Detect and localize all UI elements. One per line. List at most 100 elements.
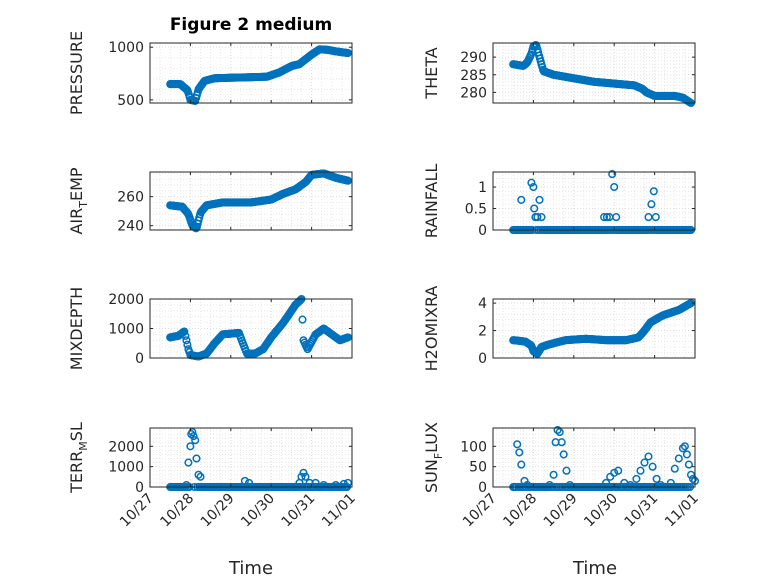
data-point: [517, 195, 526, 204]
data-point: [240, 476, 249, 485]
data-point: [186, 442, 195, 451]
figure-title: Figure 2 medium: [170, 15, 332, 35]
data-point: [600, 213, 609, 222]
y-tick-label: 0: [478, 351, 487, 367]
data-point: [666, 478, 675, 487]
y-tick-label: 2000: [108, 439, 144, 455]
x-tick-label: 10/28: [157, 491, 197, 531]
y-tick-label: 0.5: [465, 202, 487, 218]
y-axis-label: H2OMIXRA: [422, 286, 441, 372]
data-point: [180, 327, 189, 336]
y-tick-label: 2000: [108, 292, 144, 308]
axes-box: [149, 171, 353, 231]
data-point: [343, 48, 353, 58]
data-point: [606, 472, 615, 481]
axes-box: [149, 42, 353, 104]
data-point: [649, 187, 658, 196]
data-point: [612, 213, 621, 222]
y-axis-label: TERRMSL: [67, 422, 90, 494]
y-axis-label: RAINFALL: [422, 164, 441, 239]
y-tick-label: 0: [478, 480, 487, 496]
y-axis-label: THETA: [422, 47, 441, 99]
data-point: [602, 213, 611, 222]
x-tick-label: 10/29: [541, 491, 581, 531]
data-point: [184, 458, 193, 467]
subplot-sun-flux: 0 50 100 SUNFLUX 10/27 10/28 10/29 10/30 10/31 11…: [422, 422, 702, 530]
data-point: [647, 200, 656, 209]
x-axis-label-left: Time: [228, 558, 273, 579]
subplot-air-temp: 240 260 AIRTEMP: [67, 167, 353, 235]
data-point: [189, 432, 198, 441]
y-tick-label: 1000: [108, 322, 144, 338]
data-point: [182, 336, 191, 345]
data-point: [533, 213, 542, 222]
data-point: [183, 340, 192, 349]
data-point: [610, 182, 619, 192]
data-point: [688, 474, 698, 483]
data-point: [644, 452, 653, 461]
y-tick-label: 100: [460, 439, 487, 455]
y-tick-label: 240: [117, 219, 144, 235]
y-tick-label: 0: [135, 351, 144, 367]
data-point: [343, 176, 353, 185]
x-tick-label: 10/31: [622, 491, 662, 531]
data-point: [196, 472, 205, 481]
data-point: [299, 468, 308, 477]
data-point: [680, 442, 689, 451]
x-axis-label-right: Time: [572, 558, 617, 579]
y-tick-label: 260: [117, 190, 144, 206]
y-axis-label: AIRTEMP: [67, 167, 90, 234]
y-tick-label: 1000: [108, 40, 144, 56]
axes-box: [492, 171, 696, 231]
data-point: [296, 295, 305, 305]
x-tick-label: 10/27: [460, 491, 500, 531]
subplot-terr-msl: 0 1000 2000 TERRMSL 10/27 10/28 10/29 10/30 10/3…: [67, 422, 359, 530]
data-point: [652, 474, 661, 483]
data-point: [553, 425, 562, 435]
data-point: [610, 468, 619, 477]
axes-box: [492, 427, 696, 488]
data-point: [636, 466, 645, 475]
axes-box: [149, 427, 353, 488]
data-point: [191, 436, 200, 445]
data-point: [562, 466, 571, 475]
plot-area: [150, 428, 352, 487]
data-point: [557, 438, 566, 447]
axes-box: [492, 298, 696, 359]
data-point: [614, 466, 623, 475]
data-point: [545, 480, 554, 490]
data-point: [194, 470, 203, 479]
data-point: [523, 480, 532, 490]
x-tick-label: 10/27: [117, 491, 157, 531]
x-tick-label: 10/29: [198, 491, 238, 531]
data-point: [682, 450, 691, 459]
y-tick-label: 0: [478, 223, 487, 239]
data-point: [297, 472, 306, 481]
y-tick-label: 4: [478, 296, 487, 312]
data-point: [656, 480, 665, 490]
subplot-rainfall: 0 0.5 1 RAINFALL: [422, 164, 696, 239]
y-tick-label: 1: [478, 180, 487, 196]
data-point: [674, 454, 683, 463]
data-point: [295, 296, 304, 306]
data-point: [565, 480, 574, 490]
subplot-h2omixra: 0 2 4 H2OMIXRA: [422, 286, 696, 372]
y-tick-label: 290: [460, 50, 487, 66]
data-point: [517, 460, 526, 469]
y-tick-label: 280: [460, 85, 487, 101]
data-point: [244, 478, 254, 487]
y-axis-label: PRESSURE: [67, 31, 86, 115]
y-tick-label: 0: [135, 480, 144, 496]
data-point: [670, 464, 679, 473]
data-point: [182, 480, 191, 490]
axes-box: [492, 42, 696, 104]
y-tick-label: 500: [117, 93, 144, 109]
data-point: [549, 470, 558, 479]
data-point: [319, 480, 328, 490]
data-point: [181, 331, 190, 340]
data-point: [648, 462, 657, 471]
x-tick-label: 10/31: [279, 491, 319, 531]
